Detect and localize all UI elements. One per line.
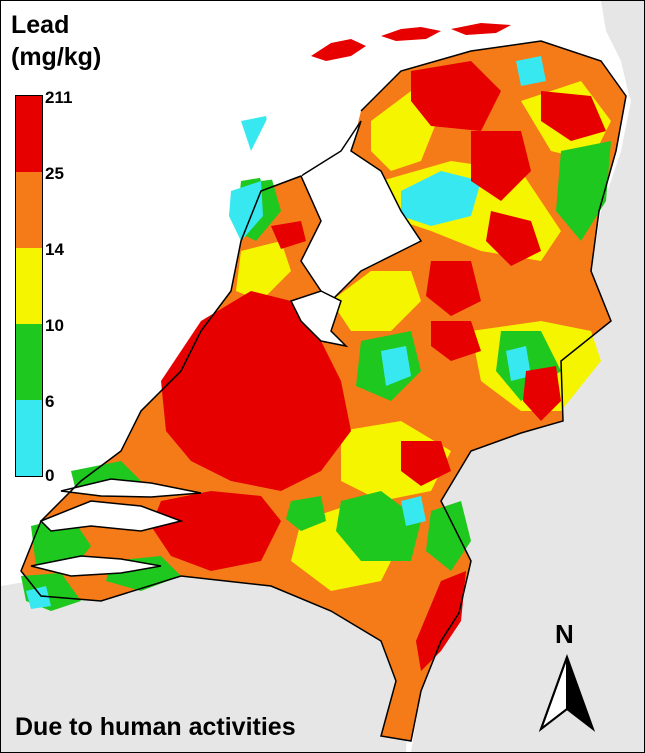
scheldt-estuary-2	[30, 555, 162, 577]
legend-color-bar	[15, 95, 43, 477]
zone-red-randstad	[161, 291, 351, 491]
legend-tick-14: 14	[45, 240, 64, 259]
wadden-sea-water	[251, 41, 541, 181]
legend-title: Lead (mg/kg)	[11, 9, 101, 73]
legend-swatch-green	[16, 324, 42, 400]
zone-red-north-2	[541, 91, 606, 141]
scheldt-estuary-1	[39, 500, 184, 532]
zone-green-11	[286, 496, 326, 531]
ijsselmeer-water	[300, 120, 423, 303]
legend-swatch-orange	[16, 172, 42, 248]
zone-green-5	[336, 491, 421, 561]
zone-red-flevoland	[271, 221, 306, 249]
legend-tick-10: 10	[45, 316, 64, 335]
neighbor-land-east	[411, 1, 644, 752]
zone-red-east	[523, 366, 561, 421]
legend-swatch-yellow	[16, 248, 42, 324]
netherlands-outline	[20, 40, 627, 742]
zone-yellow-4	[331, 271, 421, 331]
markermeer-water	[289, 290, 349, 348]
neighbor-land-northeast	[611, 1, 644, 121]
zone-cyan-3	[229, 181, 263, 241]
zone-red-islands	[311, 27, 441, 61]
legend-tick-0: 0	[45, 466, 55, 485]
zone-cyan-4	[381, 346, 411, 386]
zone-red-center-1	[486, 211, 541, 266]
zone-red-center-2	[426, 261, 481, 316]
scheldt-estuary-3	[60, 478, 202, 498]
zone-cyan-6	[516, 56, 546, 86]
zone-cyan-8	[26, 586, 51, 609]
legend-tick-6: 6	[45, 392, 55, 411]
zone-cyan-7	[401, 496, 426, 526]
legend-tick-211: 211	[45, 88, 73, 107]
zone-red-limburg	[416, 571, 466, 671]
north-label: N	[555, 619, 574, 649]
legend-swatch-red	[16, 96, 42, 172]
zone-red-center-3	[431, 321, 481, 361]
north-arrow-icon	[538, 654, 596, 732]
zone-red-north-1	[411, 61, 501, 131]
zone-red-islands-2	[451, 23, 511, 35]
zone-red-south-holland	[151, 491, 281, 571]
zone-red-gelderland	[401, 441, 451, 486]
legend-swatch-cyan	[16, 400, 42, 476]
zone-red-north-3	[471, 131, 531, 201]
zone-green-6	[426, 501, 471, 571]
legend-title-line2: (mg/kg)	[11, 43, 102, 71]
legend-tick-25: 25	[45, 164, 64, 183]
legend-title-line1: Lead	[11, 11, 70, 39]
zone-green-2	[556, 141, 611, 241]
zone-cyan-1	[401, 171, 481, 226]
neighbor-land-south	[1, 576, 411, 752]
zone-yellow-8	[236, 241, 291, 301]
map-caption: Due to human activities	[15, 713, 296, 741]
zone-cyan-5	[506, 346, 531, 381]
